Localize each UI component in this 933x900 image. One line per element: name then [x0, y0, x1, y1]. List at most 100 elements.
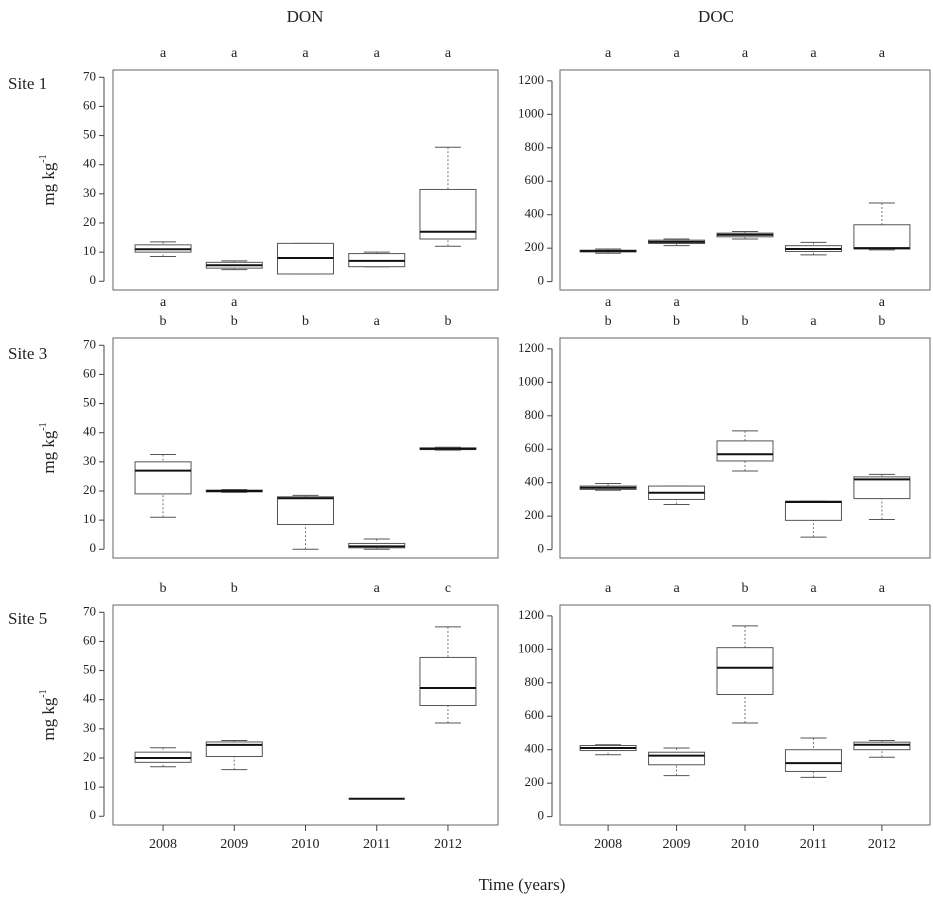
y-tick-label: 0 [90, 540, 97, 555]
box [716, 647, 774, 696]
y-tick-label: 50 [83, 127, 96, 142]
y-tick-label: 10 [83, 511, 96, 526]
y-tick-label: 1200 [518, 72, 544, 87]
box [648, 751, 706, 766]
y-axis-label-sup: -1 [38, 422, 49, 430]
x-tick-label: 2012 [434, 837, 462, 852]
significance-letter: a [231, 295, 238, 310]
box [784, 500, 842, 521]
significance-letter: a [673, 46, 680, 61]
y-tick-label: 1200 [518, 607, 544, 622]
y-tick-label: 1200 [518, 340, 544, 355]
y-tick-label: 20 [83, 749, 96, 764]
y-tick-label: 200 [525, 507, 545, 522]
y-tick-label: 30 [83, 453, 96, 468]
y-tick-label: 400 [525, 474, 545, 489]
x-tick-label: 2008 [594, 837, 622, 852]
y-tick-label: 800 [525, 407, 545, 422]
x-tick-label: 2011 [800, 837, 827, 852]
box [853, 741, 911, 751]
y-tick-label: 0 [538, 541, 545, 556]
box [784, 749, 842, 772]
box [419, 656, 477, 707]
y-tick-label: 60 [83, 632, 96, 647]
significance-letter: b [605, 314, 612, 329]
y-tick-label: 600 [525, 172, 545, 187]
significance-letter: a [742, 46, 749, 61]
y-tick-label: 200 [525, 239, 545, 254]
significance-letter: a [879, 581, 886, 596]
y-tick-label: 1000 [518, 105, 544, 120]
y-tick-label: 60 [83, 365, 96, 380]
significance-letter: a [160, 46, 167, 61]
y-tick-label: 60 [83, 97, 96, 112]
significance-letter: c [445, 581, 451, 596]
x-tick-label: 2008 [149, 837, 177, 852]
y-tick-label: 30 [83, 185, 96, 200]
significance-letter: b [878, 314, 885, 329]
significance-letter: a [605, 295, 612, 310]
y-tick-label: 0 [538, 273, 545, 288]
y-tick-label: 40 [83, 424, 96, 439]
y-tick-label: 70 [83, 68, 96, 83]
box [853, 476, 911, 500]
significance-letter: a [810, 581, 817, 596]
y-axis-label: mg kg-1 [38, 154, 58, 205]
significance-letter: b [742, 581, 749, 596]
significance-letter: a [879, 295, 886, 310]
y-tick-label: 20 [83, 482, 96, 497]
y-tick-label: 40 [83, 156, 96, 171]
column-title: DOC [698, 7, 734, 26]
x-tick-label: 2009 [663, 837, 691, 852]
significance-letter: b [231, 581, 238, 596]
significance-letter: b [444, 314, 451, 329]
y-tick-label: 40 [83, 691, 96, 706]
y-tick-label: 70 [83, 336, 96, 351]
significance-letter: b [673, 314, 680, 329]
y-tick-label: 10 [83, 778, 96, 793]
x-tick-label: 2010 [292, 837, 320, 852]
panel-frame [112, 69, 499, 291]
significance-letter: b [160, 581, 167, 596]
y-tick-label: 0 [90, 272, 97, 287]
y-tick-label: 50 [83, 662, 96, 677]
box [134, 461, 192, 495]
y-tick-label: 600 [525, 707, 545, 722]
x-axis-label: Time (years) [479, 875, 566, 894]
y-tick-label: 70 [83, 603, 96, 618]
significance-letter: a [374, 314, 381, 329]
y-tick-label: 30 [83, 720, 96, 735]
y-axis-label: mg kg-1 [38, 689, 58, 740]
row-label: Site 1 [8, 74, 47, 93]
significance-letter: a [673, 295, 680, 310]
x-tick-label: 2012 [868, 837, 896, 852]
y-tick-label: 10 [83, 243, 96, 258]
box [277, 496, 334, 525]
significance-letter: a [605, 46, 612, 61]
column-title: DON [287, 7, 324, 26]
significance-letter: a [160, 295, 167, 310]
y-axis-label: mg kg-1 [38, 422, 58, 473]
significance-letter: a [374, 46, 381, 61]
y-tick-label: 400 [525, 206, 545, 221]
y-tick-label: 400 [525, 741, 545, 756]
y-tick-label: 0 [90, 807, 97, 822]
y-tick-label: 0 [538, 808, 545, 823]
y-tick-label: 1000 [518, 640, 544, 655]
significance-letter: a [810, 46, 817, 61]
panel-frame [559, 337, 931, 559]
significance-letter: a [374, 581, 381, 596]
y-tick-label: 50 [83, 395, 96, 410]
significance-letter: b [231, 314, 238, 329]
row-label: Site 5 [8, 609, 47, 628]
significance-letter: a [605, 581, 612, 596]
significance-letter: b [302, 314, 309, 329]
y-axis-label-sup: -1 [38, 154, 49, 162]
y-tick-label: 800 [525, 674, 545, 689]
significance-letter: a [302, 46, 309, 61]
y-tick-label: 1000 [518, 373, 544, 388]
significance-letter: a [673, 581, 680, 596]
significance-letter: a [445, 46, 452, 61]
significance-letter: b [742, 314, 749, 329]
